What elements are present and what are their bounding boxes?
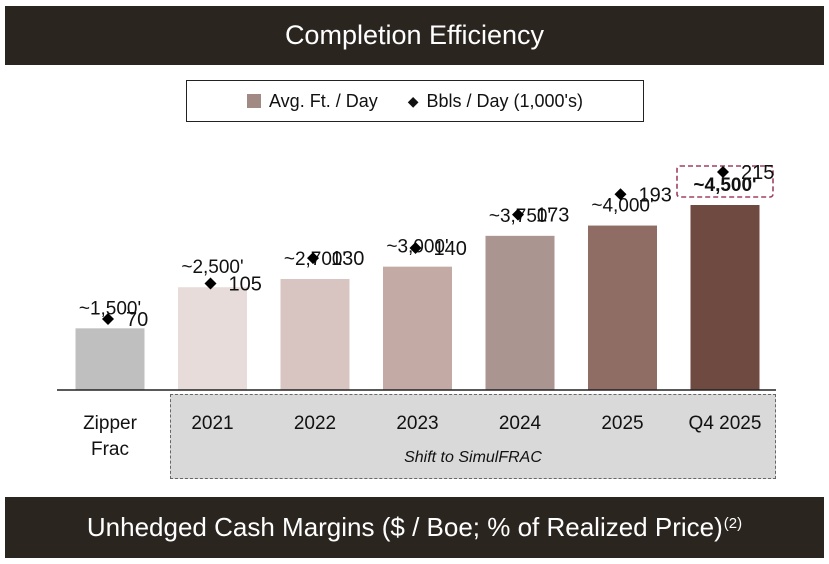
category-tick-label: 2021 [191,413,233,434]
category-tick-label: Q4 2025 [689,413,762,434]
category-tick-label: 2024 [499,413,542,434]
legend-item-markers: ◆ Bbls / Day (1,000's) [378,91,583,112]
marker-point [512,208,524,221]
marker-value-label: 140 [434,238,467,260]
marker-value-label: 193 [639,184,672,206]
marker-point [204,277,217,290]
bar [75,328,145,390]
chart-title-bar: Completion Efficiency [5,6,824,65]
bar [588,225,657,390]
category-tick-label: 2025 [601,413,643,434]
bar [383,266,452,390]
chart-title: Completion Efficiency [284,20,545,50]
bar [178,287,247,390]
category-tick-label: 2022 [294,413,336,434]
legend-marker-label: Bbls / Day (1,000's) [426,90,583,111]
bar [485,235,555,390]
footer-superscript: (2) [723,515,743,532]
bar-value-label: ~1,500' [79,298,141,319]
bar-value-label: ~4,500' [693,175,756,196]
bar-value-label: ~2,500' [181,257,243,278]
marker-point [307,252,319,265]
simulfrac-shift-box [170,394,776,479]
bar [690,205,760,390]
marker-point [409,242,422,255]
legend-bar-swatch [247,94,261,108]
marker-point [102,313,114,326]
legend-bar-label: Avg. Ft. / Day [269,90,378,111]
marker-value-label: 173 [536,205,569,227]
category-tick-label: Zipper Frac [83,413,138,460]
bar [280,279,350,390]
shift-label: Shift to SimulFRAC [404,449,542,466]
marker-point [614,188,627,201]
bar-value-label: ~4,000' [591,196,653,217]
marker-value-label: 215 [741,162,774,184]
footer-title: Unhedged Cash Margins ($ / Boe; % of Rea… [86,512,723,542]
marker-value-label: 130 [331,248,364,270]
marker-point [717,165,729,178]
marker-value-label: 70 [126,309,148,331]
legend-item-bars: Avg. Ft. / Day [247,91,378,112]
legend: Avg. Ft. / Day ◆ Bbls / Day (1,000's) [186,80,644,122]
highlight-box [676,165,774,198]
category-tick-label: 2023 [396,413,438,434]
footer-title-bar: Unhedged Cash Margins ($ / Boe; % of Rea… [5,497,824,558]
marker-value-label: 105 [229,274,262,296]
diamond-icon: ◆ [407,92,419,109]
